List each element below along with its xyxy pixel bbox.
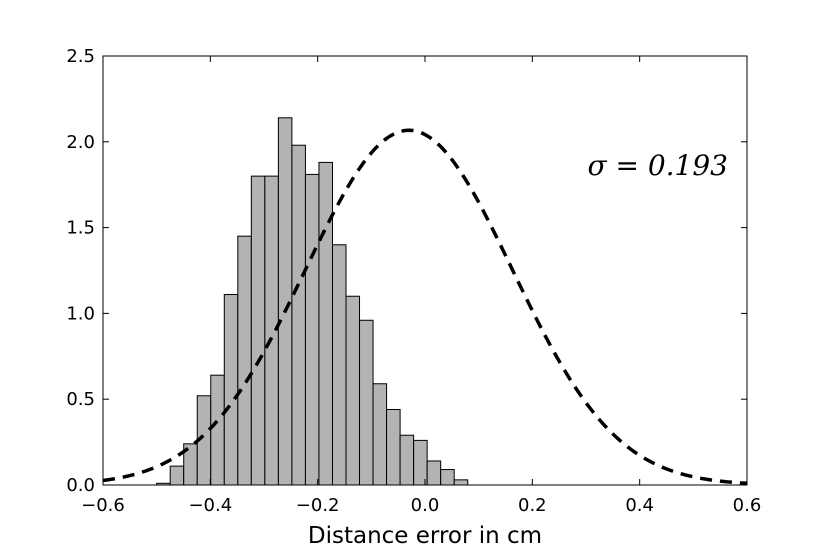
x-tick-label: 0.4 (625, 495, 654, 516)
histogram-bar (413, 439, 428, 486)
y-tick-label: 1.5 (66, 218, 95, 239)
histogram-bar (291, 144, 306, 486)
x-tick-label: −0.2 (296, 495, 340, 516)
y-tick-label: 0.5 (66, 389, 95, 410)
sigma-annotation: σ = 0.193 (587, 149, 728, 182)
normal-fit-curve (102, 128, 748, 486)
histogram-bar (345, 295, 361, 486)
histogram-bar (399, 434, 415, 486)
bars-group (156, 117, 469, 486)
x-ticks-group: −0.6 −0.4 −0.2 0.0 0.2 0.4 0.6 (81, 56, 761, 516)
histogram-bar (372, 383, 388, 486)
histogram-bar (386, 408, 401, 486)
histogram-bar (237, 235, 252, 486)
x-axis-label: Distance error in cm (308, 523, 542, 549)
histogram-bar (210, 374, 225, 486)
x-tick-label: −0.6 (81, 495, 125, 516)
y-ticks-group: 0.0 0.5 1.0 1.5 2.0 2.5 (66, 46, 747, 496)
histogram-bar (169, 465, 185, 486)
histogram-bar (277, 117, 293, 486)
histogram-bar (359, 319, 374, 486)
histogram-bar (426, 460, 442, 486)
histogram-bar (250, 175, 266, 486)
histogram-bar (318, 161, 333, 486)
x-tick-label: 0.6 (733, 495, 762, 516)
y-tick-label: 0.0 (66, 475, 95, 496)
histogram-bar (440, 469, 455, 486)
y-tick-label: 2.5 (66, 46, 95, 67)
histogram-bar (331, 244, 347, 486)
y-tick-label: 1.0 (66, 303, 95, 324)
histogram-bar (304, 173, 320, 486)
x-tick-label: 0.0 (411, 495, 440, 516)
x-tick-label: 0.2 (518, 495, 547, 516)
histogram-bar (453, 479, 469, 486)
x-tick-label: −0.4 (188, 495, 232, 516)
histogram-bar (223, 294, 239, 486)
y-tick-label: 2.0 (66, 132, 95, 153)
